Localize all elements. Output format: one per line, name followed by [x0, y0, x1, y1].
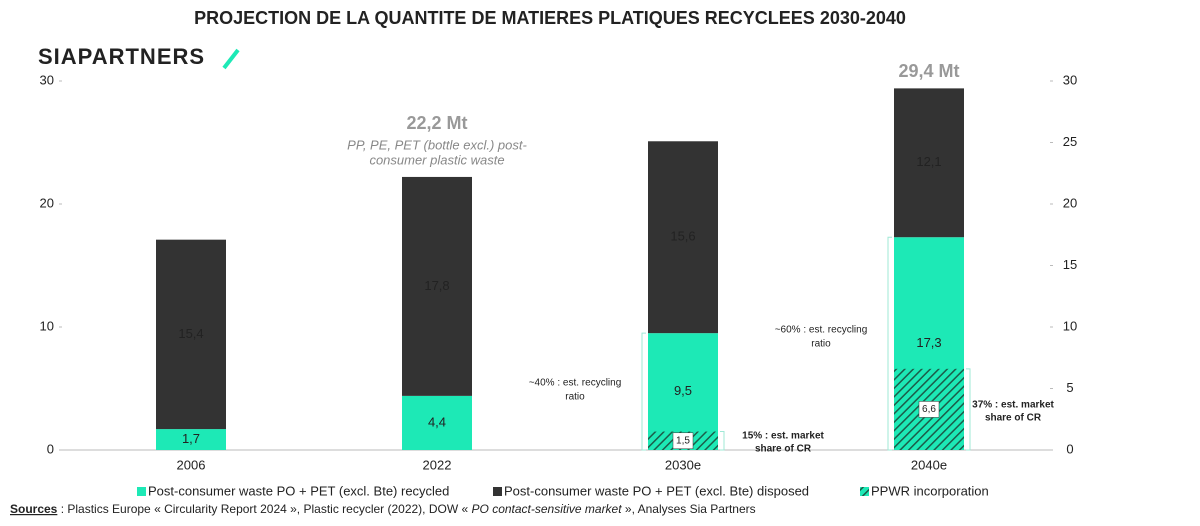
- annotation: 37% : est. market: [972, 400, 1054, 411]
- y2-tick-label: 30: [1063, 72, 1077, 87]
- value-label: 17,8: [424, 278, 449, 293]
- y-tick-label: 10: [40, 318, 54, 333]
- value-label: 17,3: [916, 335, 941, 350]
- legend-label: Post-consumer waste PO + PET (excl. Bte)…: [148, 483, 449, 498]
- bar: [156, 239, 226, 430]
- bracket: [887, 236, 892, 451]
- annotation: ~40% : est. recycling: [529, 378, 622, 389]
- y2-tick-label: 20: [1063, 195, 1077, 210]
- logo: SIAPARTNERS: [38, 44, 205, 69]
- chart-title: PROJECTION DE LA QUANTITE DE MATIERES PL…: [194, 8, 906, 28]
- label-box: [672, 432, 694, 450]
- bracket: [641, 332, 646, 451]
- annotation: ratio: [565, 392, 585, 403]
- y-tick-label: 0: [47, 441, 54, 456]
- annotation: share of CR: [755, 444, 812, 455]
- bar: [648, 141, 718, 334]
- y-tick-label: 20: [40, 195, 54, 210]
- sources-end: », Analyses Sia Partners: [622, 502, 756, 516]
- legend-swatch: [137, 487, 146, 496]
- value-label: 9,5: [674, 383, 692, 398]
- value-label: 15,4: [178, 326, 203, 341]
- bar: [894, 88, 964, 238]
- logo-slash: [222, 48, 240, 70]
- annotation: consumer plastic waste: [369, 152, 504, 167]
- legend-label: Post-consumer waste PO + PET (excl. Bte)…: [504, 483, 809, 498]
- y2-tick-label: 15: [1063, 257, 1077, 272]
- y2-tick-label: 0: [1066, 441, 1073, 456]
- bracket: [720, 431, 725, 451]
- annotation: ~60% : est. recycling: [775, 325, 868, 336]
- value-label: 6,6: [922, 404, 936, 415]
- annotation: 22,2 Mt: [406, 113, 467, 133]
- legend-swatch: [493, 487, 502, 496]
- bar: [402, 176, 472, 396]
- x-tick-label: 2030e: [665, 457, 701, 472]
- x-tick-label: 2040e: [911, 457, 947, 472]
- annotation: ratio: [811, 339, 831, 350]
- annotation: 29,4 Mt: [898, 61, 959, 81]
- value-label: 4,4: [428, 414, 446, 429]
- y-tick-label: 30: [40, 72, 54, 87]
- sources-italic: PO contact-sensitive market: [472, 502, 623, 516]
- sources-text: : Plastics Europe « Circularity Report 2…: [57, 502, 471, 516]
- annotation: PP, PE, PET (bottle excl.) post-: [347, 137, 527, 152]
- bar: [402, 395, 472, 450]
- y2-tick-label: 10: [1063, 318, 1077, 333]
- x-tick-label: 2022: [423, 457, 452, 472]
- bracket: [966, 368, 971, 451]
- value-label: 1,7: [182, 431, 200, 446]
- sources-label: Sources: [10, 502, 58, 516]
- x-tick-label: 2006: [177, 457, 206, 472]
- value-label: 15,6: [670, 229, 695, 244]
- annotation: 15% : est. market: [742, 431, 824, 442]
- annotation: share of CR: [985, 413, 1042, 424]
- bar: [156, 429, 226, 450]
- y2-tick-label: 25: [1063, 134, 1077, 149]
- legend-label: PPWR incorporation: [871, 483, 989, 498]
- label-box: [918, 401, 940, 418]
- y2-tick-label: 5: [1066, 380, 1073, 395]
- bar: [648, 333, 718, 450]
- value-label: 1,5: [676, 435, 690, 446]
- sources: Sources : Plastics Europe « Circularity …: [10, 502, 756, 516]
- legend-swatch: [860, 487, 869, 496]
- value-label: 12,1: [916, 154, 941, 169]
